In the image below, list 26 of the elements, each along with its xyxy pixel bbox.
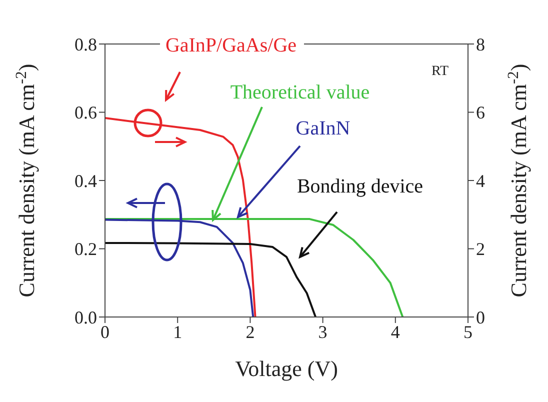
y2-tick-label: 8 bbox=[476, 34, 485, 54]
x-tick-label: 5 bbox=[464, 322, 472, 342]
y-tick-label: 0.4 bbox=[74, 170, 97, 191]
y-tick-label: 0.8 bbox=[74, 34, 97, 54]
line-series bbox=[105, 218, 254, 317]
text: GaInP/GaAs/Ge bbox=[165, 34, 297, 57]
y2-tick-label: 2 bbox=[476, 239, 485, 260]
x-tick-label: 3 bbox=[318, 322, 328, 342]
y2-tick-label: 0 bbox=[476, 307, 485, 328]
annotation: RT bbox=[431, 64, 449, 80]
x-tick-label: 4 bbox=[390, 322, 400, 342]
x-axis-title: Voltage (V) bbox=[235, 356, 338, 381]
x-tick-label: 2 bbox=[246, 322, 255, 342]
y-tick-label: 0.2 bbox=[74, 239, 97, 260]
line-series bbox=[105, 242, 317, 317]
y-tick-label: 0.0 bbox=[74, 307, 97, 328]
y2-tick-label: 6 bbox=[476, 102, 485, 123]
y-tick-label: 0.6 bbox=[74, 102, 97, 123]
y2-tick-label: 4 bbox=[476, 170, 485, 191]
line-series bbox=[105, 218, 404, 317]
line-series bbox=[105, 117, 256, 317]
text: GaInN bbox=[296, 118, 350, 140]
text: Theoretical value bbox=[230, 82, 370, 104]
text: Bonding device bbox=[296, 176, 424, 198]
x-tick-label: 0 bbox=[100, 322, 110, 342]
x-tick-label: 1 bbox=[173, 322, 182, 342]
